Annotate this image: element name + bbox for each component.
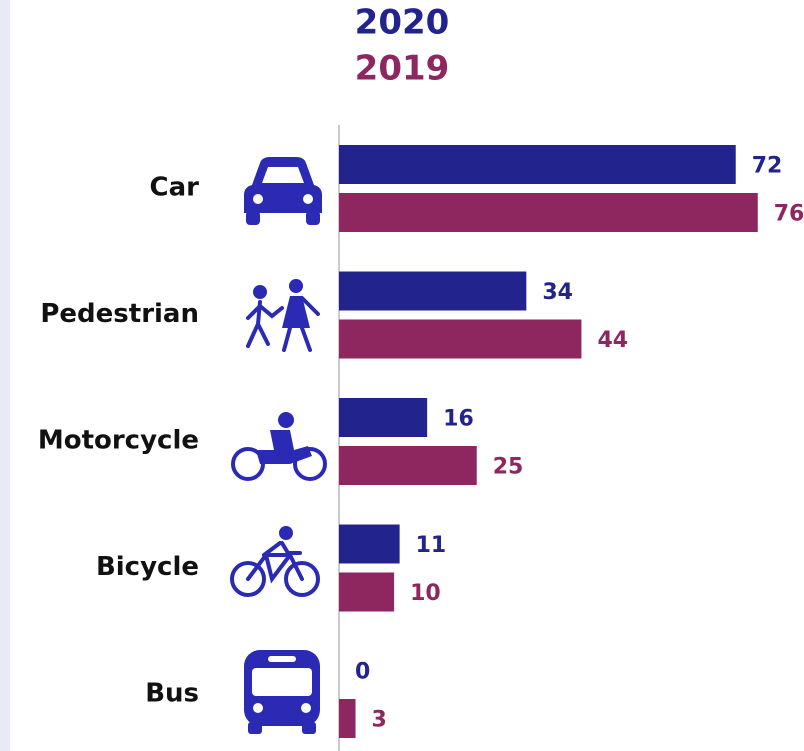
category-label: Car (150, 173, 200, 203)
bar (339, 271, 527, 311)
category-label: Bus (145, 679, 199, 709)
value-label: 11 (416, 533, 447, 558)
legend-label: 2019 (355, 49, 450, 89)
value-label: 10 (410, 581, 441, 606)
value-label: 34 (542, 280, 573, 305)
bar (339, 446, 477, 485)
category-label: Pedestrian (40, 299, 199, 329)
bar (339, 319, 582, 359)
value-label: 72 (752, 154, 783, 179)
value-label: 0 (355, 660, 370, 685)
bar (339, 699, 356, 738)
car-icon (244, 157, 322, 225)
bar (339, 524, 400, 564)
legend-label: 2020 (355, 3, 450, 43)
value-label: 76 (774, 202, 804, 227)
pedestrian-icon (246, 279, 320, 352)
bar (339, 398, 428, 437)
side-strip (0, 0, 10, 751)
bar (339, 572, 395, 612)
category-label: Motorcycle (38, 426, 199, 456)
bicycle-icon (230, 526, 320, 597)
bar (339, 193, 758, 232)
bar (339, 145, 736, 184)
value-label: 16 (443, 407, 474, 432)
value-label: 44 (597, 328, 628, 353)
value-label: 3 (372, 708, 387, 733)
bus-icon (244, 650, 320, 734)
category-label: Bicycle (96, 552, 199, 582)
motorcycle-icon (231, 412, 327, 481)
value-label: 25 (493, 455, 524, 480)
